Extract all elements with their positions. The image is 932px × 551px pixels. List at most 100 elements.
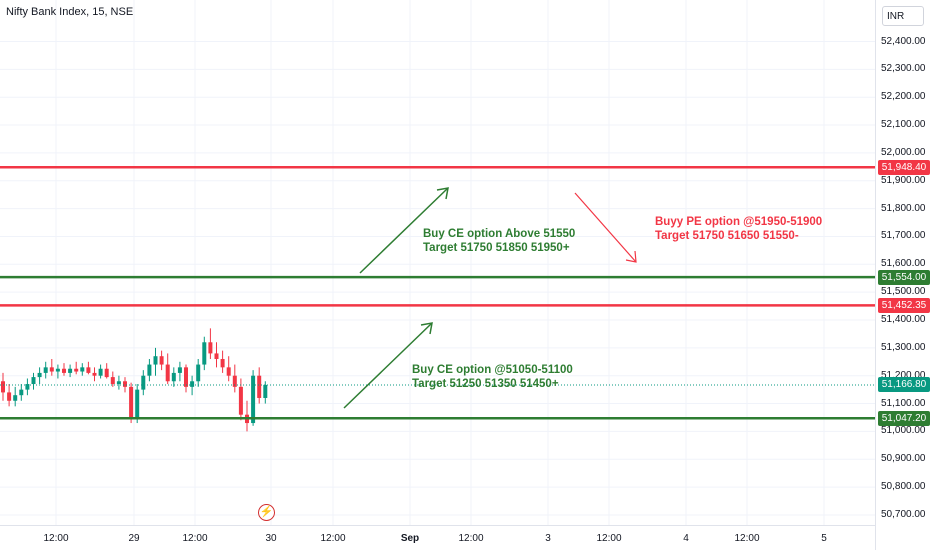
candle-body[interactable] — [13, 395, 18, 401]
annotation-pe[interactable]: Buyy PE option @51950-51900 Target 51750… — [655, 215, 822, 243]
annotation-pe-line2: Target 51750 51650 51550- — [655, 230, 799, 242]
candle-body[interactable] — [147, 364, 152, 376]
arrow-down-pe-head — [625, 250, 637, 263]
candle-body[interactable] — [110, 377, 115, 385]
candle-body[interactable] — [141, 375, 146, 390]
candle-body[interactable] — [49, 367, 54, 372]
price-tick-label: 52,200.00 — [881, 91, 926, 103]
candle-body[interactable] — [177, 367, 182, 373]
candle-body[interactable] — [208, 342, 213, 354]
candle-body[interactable] — [159, 356, 164, 365]
candle-body[interactable] — [7, 392, 12, 401]
candle-body[interactable] — [68, 368, 73, 373]
time-label: 12:00 — [458, 533, 484, 544]
candle-body[interactable] — [184, 367, 188, 387]
candle-body[interactable] — [62, 368, 66, 373]
price-tick-label: 50,700.00 — [881, 508, 926, 520]
time-label: Sep — [400, 533, 420, 544]
annotation-ce-lower-line1: Buy CE option @51050-51100 — [412, 364, 573, 376]
price-tick-label: 52,300.00 — [881, 63, 926, 75]
annotation-ce-upper-line2: Target 51750 51850 51950+ — [423, 242, 570, 254]
candle-body[interactable] — [98, 368, 103, 376]
arrow-down-pe[interactable] — [574, 192, 637, 263]
candle-body[interactable] — [25, 384, 30, 390]
arrow-up-lower-head — [420, 322, 433, 335]
arrow-up-lower[interactable] — [343, 322, 433, 409]
candle-body[interactable] — [226, 367, 231, 376]
price-tick-label: 50,900.00 — [881, 453, 926, 465]
candle-body[interactable] — [238, 386, 243, 415]
price-tick-label: 51,700.00 — [881, 230, 926, 242]
price-tick-label: 51,200.00 — [881, 369, 926, 381]
chart-svg[interactable] — [0, 0, 875, 525]
candle-body[interactable] — [135, 389, 140, 418]
time-label: 5 — [821, 533, 827, 544]
annotation-ce-lower[interactable]: Buy CE option @51050-51100 Target 51250 … — [412, 363, 573, 391]
annotation-ce-upper[interactable]: Buy CE option Above 51550 Target 51750 5… — [423, 227, 575, 255]
currency-selector[interactable]: INR — [882, 6, 924, 26]
time-label: 12:00 — [182, 533, 208, 544]
candle-body[interactable] — [1, 381, 5, 393]
lightning-event-icon[interactable]: ⚡ — [258, 504, 275, 521]
price-tick-label: 51,900.00 — [881, 174, 926, 186]
candle-body[interactable] — [43, 367, 48, 373]
price-tick-label: 52,000.00 — [881, 146, 926, 158]
level-price-tag: 51,452.35 — [878, 297, 930, 313]
arrow-up-upper[interactable] — [359, 187, 449, 274]
chart-canvas[interactable]: Nifty Bank Index, 15, NSE Buy CE option … — [0, 0, 875, 525]
candle-body[interactable] — [104, 368, 109, 378]
candle-body[interactable] — [80, 367, 85, 372]
annotation-pe-line1: Buyy PE option @51950-51900 — [655, 216, 823, 228]
candle-body[interactable] — [31, 377, 36, 385]
time-label: 12:00 — [734, 533, 760, 544]
candlestick-series — [1, 328, 268, 432]
symbol-title: Nifty Bank Index, 15, NSE — [6, 6, 134, 18]
price-tick-label: 51,100.00 — [881, 397, 926, 409]
arrow-up-upper-head — [436, 187, 449, 200]
price-tick-label: 51,600.00 — [881, 258, 926, 270]
candle-body[interactable] — [55, 368, 60, 372]
candle-body[interactable] — [202, 342, 207, 365]
level-price-tag: 51,047.20 — [878, 410, 930, 426]
candle-body[interactable] — [92, 372, 97, 376]
price-axis[interactable]: INR 52,400.00 52,300.00 52,200.00 52,100.00… — [875, 0, 932, 550]
annotation-ce-lower-line2: Target 51250 51350 51450+ — [412, 378, 559, 390]
candle-body[interactable] — [220, 358, 225, 368]
candle-body[interactable] — [123, 381, 127, 387]
level-price-tag: 51,554.00 — [878, 269, 930, 285]
time-label: 12:00 — [320, 533, 346, 544]
price-tick-label: 50,800.00 — [881, 481, 926, 493]
price-tick-label: 52,100.00 — [881, 119, 926, 131]
candle-body[interactable] — [171, 372, 176, 382]
candle-body[interactable] — [153, 356, 158, 365]
price-tick-label: 51,000.00 — [881, 425, 926, 437]
price-tick-label: 51,800.00 — [881, 202, 926, 214]
time-label: 3 — [545, 533, 551, 544]
candle-body[interactable] — [19, 389, 24, 396]
candle-body[interactable] — [257, 375, 262, 398]
candle-body[interactable] — [196, 364, 201, 382]
time-axis[interactable]: 12:00 29 12:00 30 12:00 Sep 12:00 3 12:00 4 12:00 5 — [0, 525, 875, 551]
candle-body[interactable] — [129, 386, 134, 418]
time-label: 4 — [683, 533, 689, 544]
candle-body[interactable] — [263, 384, 268, 398]
time-label: 29 — [128, 533, 140, 544]
time-label: 12:00 — [43, 533, 69, 544]
time-label: 30 — [265, 533, 277, 544]
price-tick-label: 52,400.00 — [881, 35, 926, 47]
candle-body[interactable] — [37, 372, 42, 378]
candle-body[interactable] — [190, 381, 195, 387]
candle-body[interactable] — [116, 381, 121, 385]
price-tick-label: 51,500.00 — [881, 286, 926, 298]
candle-body[interactable] — [214, 353, 219, 359]
candle-body[interactable] — [251, 375, 256, 424]
level-price-tag: 51,948.40 — [878, 159, 930, 175]
candle-body[interactable] — [74, 368, 79, 372]
candle-body[interactable] — [232, 375, 237, 387]
candle-body[interactable] — [165, 364, 170, 382]
price-tick-label: 51,400.00 — [881, 314, 926, 325]
price-tick-label: 51,300.00 — [881, 341, 926, 353]
time-label: 12:00 — [596, 533, 622, 544]
annotation-ce-upper-line1: Buy CE option Above 51550 — [423, 228, 576, 240]
candle-body[interactable] — [86, 367, 91, 373]
